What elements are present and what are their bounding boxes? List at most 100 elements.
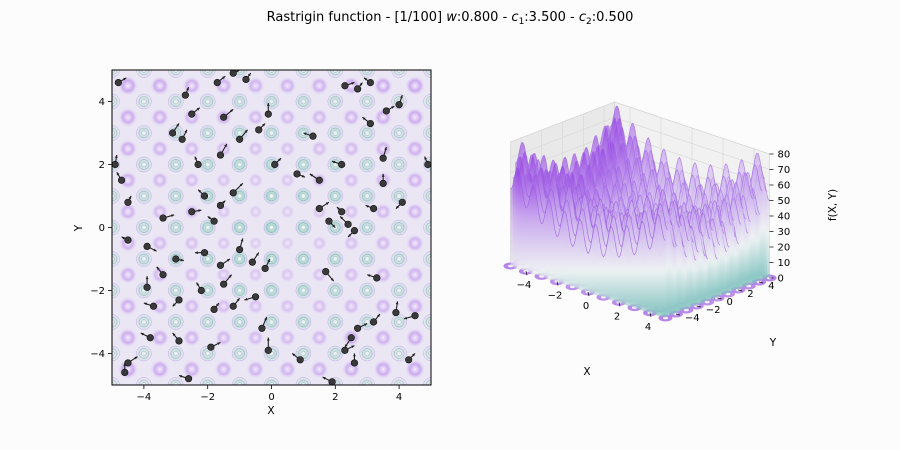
contour-line (332, 319, 339, 325)
floor-center (683, 308, 689, 312)
contour-line (295, 188, 312, 204)
contour-line (298, 96, 309, 107)
contour-line (359, 156, 375, 173)
contour-line (263, 314, 280, 330)
contour-peak (374, 203, 392, 221)
contour-peak (278, 360, 297, 379)
contour-line (136, 345, 152, 362)
particle-layer (112, 70, 431, 385)
x-tick (618, 302, 621, 307)
particle (117, 176, 126, 184)
contour-line (170, 222, 182, 233)
contour-line (330, 348, 341, 359)
contour-line (112, 350, 115, 357)
particle (366, 119, 374, 128)
arrow-head (123, 362, 127, 366)
contour-well (262, 344, 281, 363)
contour-line (236, 130, 243, 136)
particle (220, 113, 228, 121)
contour-line (112, 125, 120, 141)
contour-line (234, 316, 245, 328)
contour-line (112, 287, 115, 294)
contour-line (361, 285, 373, 296)
particle (169, 129, 177, 137)
contour-line (298, 159, 309, 170)
arrow-head (172, 332, 176, 337)
contour-line (295, 251, 312, 267)
contour-line (425, 316, 431, 328)
contour-line (268, 70, 275, 73)
contour-line (391, 70, 407, 78)
contour-line (112, 251, 120, 267)
arrow-head (153, 248, 157, 252)
z-tick-label: 50 (778, 196, 791, 207)
contour-well (262, 281, 281, 300)
contour-line (268, 224, 275, 231)
contour-peak (246, 76, 265, 95)
contour-line (396, 224, 402, 231)
arrow-head (123, 77, 127, 81)
contour-peak (150, 359, 170, 379)
contour-line (112, 156, 120, 173)
contour-line (231, 282, 248, 299)
contour-line (391, 282, 407, 299)
contour-well (294, 155, 313, 174)
arrow-head (381, 173, 385, 177)
contour-line (393, 127, 405, 139)
arrow-head (412, 353, 416, 357)
contour-peak (118, 265, 138, 284)
contour-line (393, 379, 405, 385)
contour-line (173, 70, 179, 73)
contour-line (364, 98, 370, 105)
contour-line (332, 193, 339, 199)
contour-line (300, 382, 307, 385)
x-tick-label: −2 (200, 392, 215, 403)
contour-peak (214, 328, 233, 347)
particle (210, 217, 218, 225)
particle (146, 334, 154, 342)
arrow-head (156, 266, 160, 270)
contour-well (358, 155, 377, 174)
y-tick-label: 4 (99, 97, 105, 108)
contour-line (199, 188, 216, 204)
particle (124, 198, 132, 206)
contour-peak (247, 298, 264, 315)
contour-line (141, 130, 147, 136)
contour-line (173, 193, 179, 199)
contour-well (112, 70, 121, 79)
contour-peak (246, 329, 265, 347)
particle (366, 78, 374, 87)
contour-peak (310, 360, 329, 379)
contour-line (231, 219, 248, 236)
contour-peak (183, 235, 200, 252)
contour-line (425, 96, 431, 107)
contour-line (332, 256, 339, 262)
arrow-head (353, 353, 356, 357)
contour-line (136, 282, 152, 299)
contour-line (263, 156, 280, 173)
contour-line (425, 348, 431, 359)
particle (184, 375, 193, 383)
contour-well (390, 155, 409, 174)
arrow-head (240, 238, 244, 242)
contour-line (359, 345, 375, 362)
contour-line (391, 314, 407, 330)
contour-well (294, 187, 313, 205)
contour-line (425, 222, 431, 233)
contour-well (230, 92, 249, 111)
particle (255, 126, 263, 134)
contour-line (266, 222, 277, 233)
contour-line (425, 285, 431, 296)
contour-line (428, 224, 431, 231)
arrow-head (340, 216, 344, 220)
contour-line (263, 282, 280, 299)
contour-line (199, 125, 216, 141)
contour-line (112, 96, 118, 107)
contour-well (326, 155, 345, 174)
contour-peak (150, 139, 169, 158)
y-tick (675, 313, 680, 316)
contour-line (231, 156, 248, 173)
contour-line (199, 314, 216, 330)
contour-peak (279, 140, 296, 157)
contour-line (136, 125, 152, 141)
